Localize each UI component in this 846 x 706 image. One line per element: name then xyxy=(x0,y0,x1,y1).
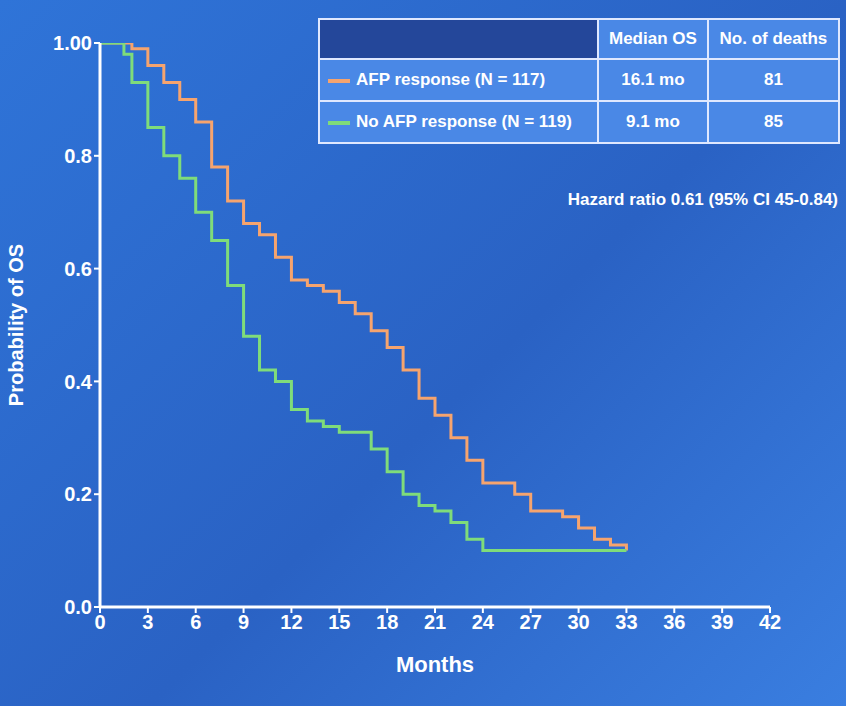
svg-text:Months: Months xyxy=(396,652,474,677)
html-text:9.1 mo: 9.1 mo xyxy=(626,112,680,131)
svg-text:0.2: 0.2 xyxy=(64,483,92,505)
svg-text:39: 39 xyxy=(711,611,733,633)
svg-text:36: 36 xyxy=(663,611,685,633)
svg-text:0.8: 0.8 xyxy=(64,145,92,167)
svg-text:33: 33 xyxy=(615,611,637,633)
svg-text:24: 24 xyxy=(472,611,495,633)
html-text:AFP response (N = 117): AFP response (N = 117) xyxy=(356,70,546,89)
html-text:Hazard ratio 0.61 (95% CI 45-0: Hazard ratio 0.61 (95% CI 45-0.84) xyxy=(567,190,838,209)
svg-text:0.6: 0.6 xyxy=(64,258,92,280)
svg-text:18: 18 xyxy=(376,611,398,633)
html-text:85: 85 xyxy=(763,112,783,131)
html-text:No AFP response (N = 119): No AFP response (N = 119) xyxy=(356,112,572,131)
svg-text:21: 21 xyxy=(424,611,446,633)
svg-text:30: 30 xyxy=(567,611,589,633)
html-text:Median OS: Median OS xyxy=(609,29,697,48)
svg-text:42: 42 xyxy=(759,611,781,633)
svg-text:0: 0 xyxy=(94,611,105,633)
svg-text:0.4: 0.4 xyxy=(64,371,93,393)
svg-text:15: 15 xyxy=(328,611,350,633)
html-text:No. of deaths: No. of deaths xyxy=(719,29,828,48)
svg-text:12: 12 xyxy=(280,611,302,633)
svg-text:1.00: 1.00 xyxy=(53,32,92,54)
svg-text:Probability of OS: Probability of OS xyxy=(5,244,27,406)
html-text:16.1 mo: 16.1 mo xyxy=(621,70,685,89)
svg-text:0.0: 0.0 xyxy=(64,596,92,618)
svg-text:9: 9 xyxy=(238,611,249,633)
svg-text:27: 27 xyxy=(520,611,542,633)
svg-text:3: 3 xyxy=(142,611,153,633)
html-text:81: 81 xyxy=(763,70,783,89)
svg-text:6: 6 xyxy=(190,611,201,633)
